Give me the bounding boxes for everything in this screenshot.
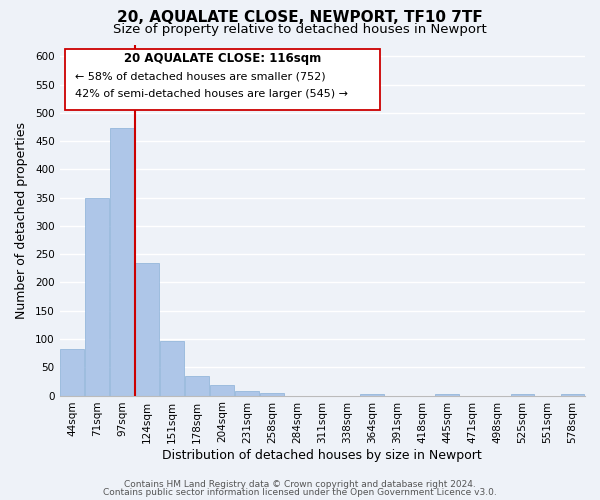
Text: Contains public sector information licensed under the Open Government Licence v3: Contains public sector information licen… bbox=[103, 488, 497, 497]
FancyBboxPatch shape bbox=[65, 48, 380, 110]
Text: 42% of semi-detached houses are larger (545) →: 42% of semi-detached houses are larger (… bbox=[76, 89, 349, 99]
Text: 20, AQUALATE CLOSE, NEWPORT, TF10 7TF: 20, AQUALATE CLOSE, NEWPORT, TF10 7TF bbox=[117, 10, 483, 25]
Bar bbox=[85, 198, 109, 396]
Bar bbox=[160, 340, 184, 396]
Text: 20 AQUALATE CLOSE: 116sqm: 20 AQUALATE CLOSE: 116sqm bbox=[124, 52, 321, 65]
Bar bbox=[235, 391, 259, 396]
Text: Contains HM Land Registry data © Crown copyright and database right 2024.: Contains HM Land Registry data © Crown c… bbox=[124, 480, 476, 489]
Bar bbox=[135, 262, 159, 396]
Bar bbox=[60, 348, 84, 396]
Bar bbox=[361, 394, 384, 396]
Bar bbox=[185, 376, 209, 396]
X-axis label: Distribution of detached houses by size in Newport: Distribution of detached houses by size … bbox=[163, 450, 482, 462]
Text: Size of property relative to detached houses in Newport: Size of property relative to detached ho… bbox=[113, 22, 487, 36]
Bar bbox=[211, 385, 234, 396]
Bar bbox=[436, 394, 459, 396]
Bar bbox=[110, 128, 134, 396]
Text: ← 58% of detached houses are smaller (752): ← 58% of detached houses are smaller (75… bbox=[76, 72, 326, 82]
Bar bbox=[560, 394, 584, 396]
Y-axis label: Number of detached properties: Number of detached properties bbox=[15, 122, 28, 319]
Bar bbox=[260, 392, 284, 396]
Bar bbox=[511, 394, 535, 396]
